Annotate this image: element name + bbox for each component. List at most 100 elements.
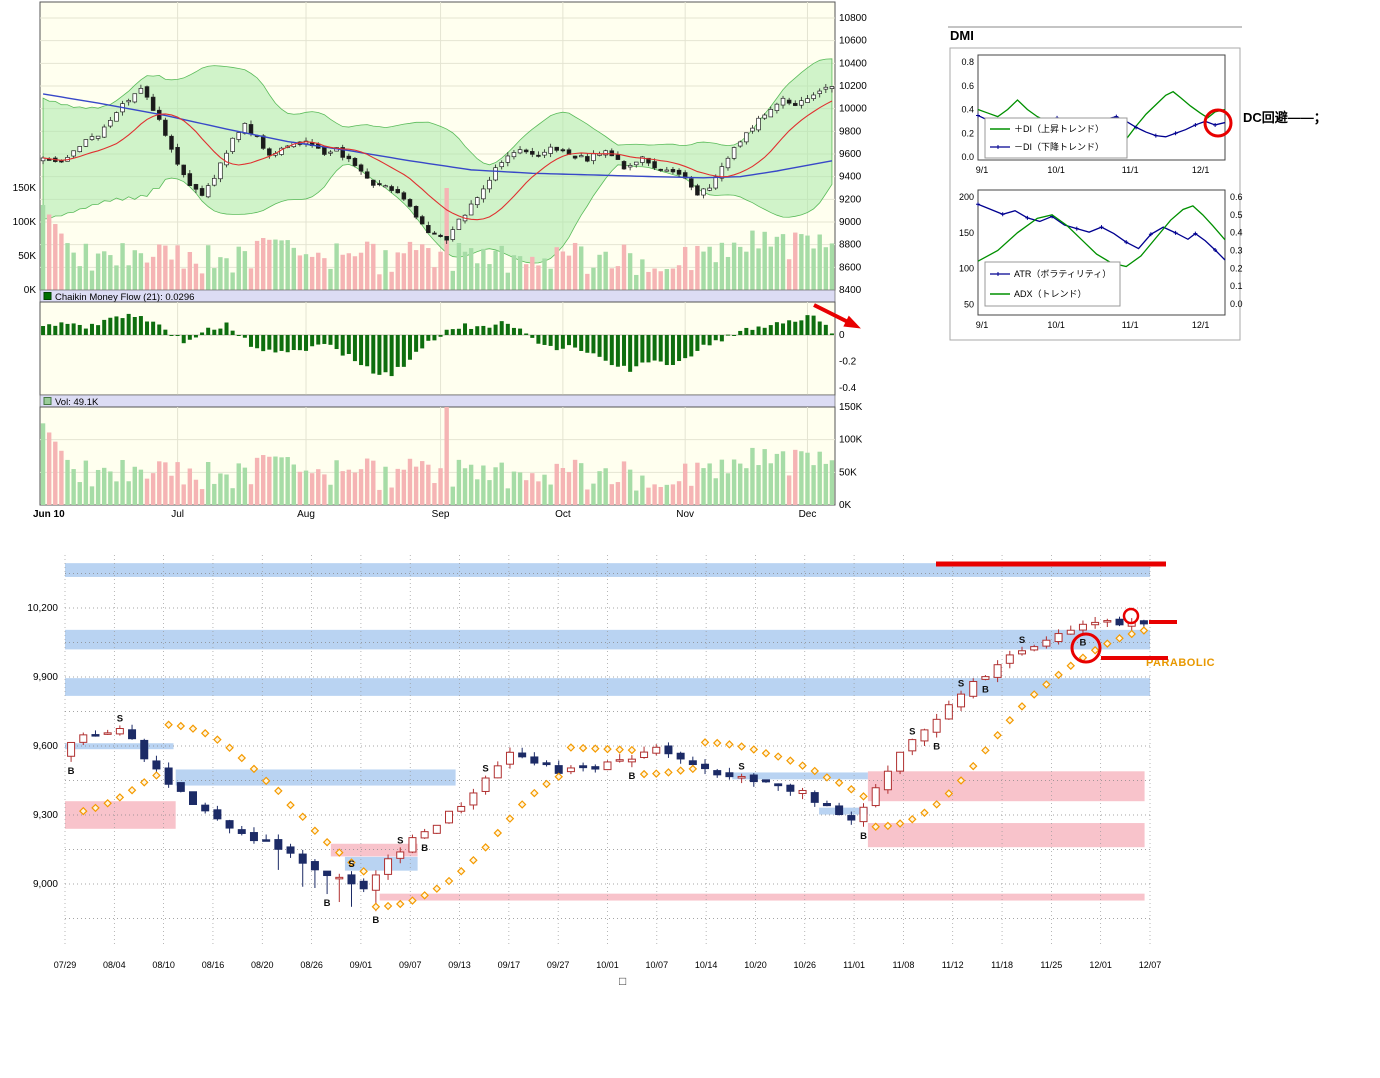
svg-text:S: S bbox=[117, 713, 123, 724]
svg-text:0.5: 0.5 bbox=[1230, 210, 1243, 220]
svg-text:12/01: 12/01 bbox=[1089, 960, 1112, 970]
daily-candlesticks bbox=[67, 616, 1148, 912]
svg-text:0.4: 0.4 bbox=[1230, 228, 1243, 238]
svg-text:9400: 9400 bbox=[839, 172, 862, 183]
svg-text:11/1: 11/1 bbox=[1122, 320, 1139, 330]
svg-text:Sep: Sep bbox=[432, 509, 450, 520]
chaikin-panel bbox=[39, 301, 836, 396]
svg-text:B: B bbox=[68, 766, 75, 777]
svg-text:-0.4: -0.4 bbox=[839, 383, 857, 394]
svg-text:150K: 150K bbox=[839, 402, 863, 413]
svg-text:10/07: 10/07 bbox=[646, 960, 669, 970]
svg-text:10,200: 10,200 bbox=[27, 603, 58, 614]
price-bands bbox=[65, 563, 1150, 901]
svg-text:50K: 50K bbox=[839, 467, 857, 478]
svg-text:S: S bbox=[482, 764, 488, 775]
bottom-caption: □ bbox=[619, 974, 627, 988]
svg-text:9/1: 9/1 bbox=[976, 320, 989, 330]
svg-text:09/07: 09/07 bbox=[399, 960, 422, 970]
svg-text:0.6: 0.6 bbox=[1230, 192, 1243, 202]
svg-text:11/1: 11/1 bbox=[1122, 165, 1139, 175]
svg-text:09/27: 09/27 bbox=[547, 960, 570, 970]
svg-text:0.0: 0.0 bbox=[961, 152, 974, 162]
svg-text:12/1: 12/1 bbox=[1192, 165, 1210, 175]
svg-text:B: B bbox=[982, 684, 989, 695]
svg-text:10400: 10400 bbox=[839, 58, 867, 69]
svg-text:09/01: 09/01 bbox=[350, 960, 373, 970]
svg-text:S: S bbox=[909, 727, 915, 738]
chaikin-bars bbox=[41, 313, 834, 377]
svg-text:－DI（下降トレンド）: －DI（下降トレンド） bbox=[1014, 141, 1104, 152]
svg-text:Jul: Jul bbox=[171, 509, 184, 520]
svg-text:9,600: 9,600 bbox=[33, 741, 58, 752]
candlesticks bbox=[40, 84, 835, 244]
svg-text:B: B bbox=[933, 742, 940, 753]
svg-text:8600: 8600 bbox=[839, 262, 862, 273]
svg-text:B: B bbox=[860, 831, 867, 842]
svg-text:150K: 150K bbox=[13, 183, 37, 194]
svg-text:09/13: 09/13 bbox=[448, 960, 471, 970]
svg-text:ATR（ボラティリティ）: ATR（ボラティリティ） bbox=[1014, 269, 1111, 279]
dmi-title: DMI bbox=[950, 28, 974, 43]
svg-text:10/20: 10/20 bbox=[744, 960, 767, 970]
ma-long-line bbox=[42, 93, 833, 179]
svg-text:9,900: 9,900 bbox=[33, 672, 58, 683]
svg-text:0.2: 0.2 bbox=[1230, 263, 1243, 273]
svg-text:12/07: 12/07 bbox=[1139, 960, 1162, 970]
svg-text:10800: 10800 bbox=[839, 13, 867, 24]
svg-text:Vol: 49.1K: Vol: 49.1K bbox=[55, 397, 99, 408]
svg-text:11/01: 11/01 bbox=[843, 960, 865, 970]
svg-text:150: 150 bbox=[959, 228, 974, 238]
chaikin-legend-icon bbox=[43, 292, 52, 300]
svg-text:Dec: Dec bbox=[799, 509, 817, 520]
svg-text:0.3: 0.3 bbox=[1230, 246, 1243, 256]
vol-header bbox=[39, 394, 836, 408]
svg-text:Oct: Oct bbox=[555, 509, 571, 520]
svg-text:ADX（トレンド）: ADX（トレンド） bbox=[1014, 289, 1087, 299]
svg-text:Chaikin Money Flow (21): 0.029: Chaikin Money Flow (21): 0.0296 bbox=[55, 292, 194, 303]
signal-letters: B S B S B S B S B S B S B S B S B bbox=[68, 635, 1087, 926]
svg-text:Aug: Aug bbox=[297, 509, 315, 520]
vol-legend-icon bbox=[43, 397, 52, 405]
svg-text:9800: 9800 bbox=[839, 126, 862, 137]
parabolic-label: PARABOLIC bbox=[1146, 657, 1216, 669]
svg-text:0.1: 0.1 bbox=[1230, 281, 1243, 291]
svg-text:B: B bbox=[628, 771, 635, 782]
svg-text:0.6: 0.6 bbox=[961, 81, 974, 91]
svg-text:9,000: 9,000 bbox=[33, 879, 58, 890]
svg-text:100K: 100K bbox=[839, 435, 863, 446]
svg-text:12/1: 12/1 bbox=[1192, 320, 1210, 330]
parabolic-dots bbox=[79, 626, 1149, 912]
svg-text:B: B bbox=[421, 843, 428, 854]
svg-text:11/08: 11/08 bbox=[892, 960, 914, 970]
svg-text:0: 0 bbox=[839, 330, 845, 341]
grid bbox=[64, 555, 1151, 945]
svg-text:10/01: 10/01 bbox=[596, 960, 619, 970]
svg-text:9,300: 9,300 bbox=[33, 810, 58, 821]
svg-text:08/26: 08/26 bbox=[300, 960, 323, 970]
svg-text:200: 200 bbox=[959, 192, 974, 202]
svg-text:0K: 0K bbox=[24, 285, 37, 296]
axis-labels: 10800 10600 10400 10200 10000 9800 9600 9400 920… bbox=[13, 13, 868, 296]
svg-text:9/1: 9/1 bbox=[976, 165, 989, 175]
svg-text:Nov: Nov bbox=[676, 509, 694, 520]
svg-text:S: S bbox=[397, 835, 403, 846]
svg-text:S: S bbox=[1019, 635, 1025, 646]
atr-adx-legend bbox=[984, 261, 1121, 307]
svg-text:0K: 0K bbox=[839, 500, 852, 511]
main-price-chart: 10800 10600 10400 10200 10000 9800 9600 9400 920… bbox=[13, 1, 868, 520]
svg-text:＋DI（上昇トレンド）: ＋DI（上昇トレンド） bbox=[1014, 124, 1104, 134]
svg-text:50: 50 bbox=[964, 299, 974, 309]
svg-text:0.0: 0.0 bbox=[1230, 299, 1243, 309]
svg-text:11/12: 11/12 bbox=[942, 960, 964, 970]
svg-text:B: B bbox=[324, 898, 331, 909]
svg-text:100: 100 bbox=[959, 264, 974, 274]
svg-text:10000: 10000 bbox=[839, 104, 867, 115]
bollinger-band bbox=[42, 58, 833, 264]
svg-text:10/1: 10/1 bbox=[1047, 165, 1065, 175]
dmi-indicator-panel: 0.8 0.6 0.4 0.2 0.0 ＋DI（上昇トレンド） －DI（下降トレンド） 9/1… bbox=[948, 26, 1243, 341]
volume-overlay-bars bbox=[40, 188, 835, 290]
svg-text:0.4: 0.4 bbox=[961, 105, 974, 115]
svg-text:11/18: 11/18 bbox=[991, 960, 1013, 970]
